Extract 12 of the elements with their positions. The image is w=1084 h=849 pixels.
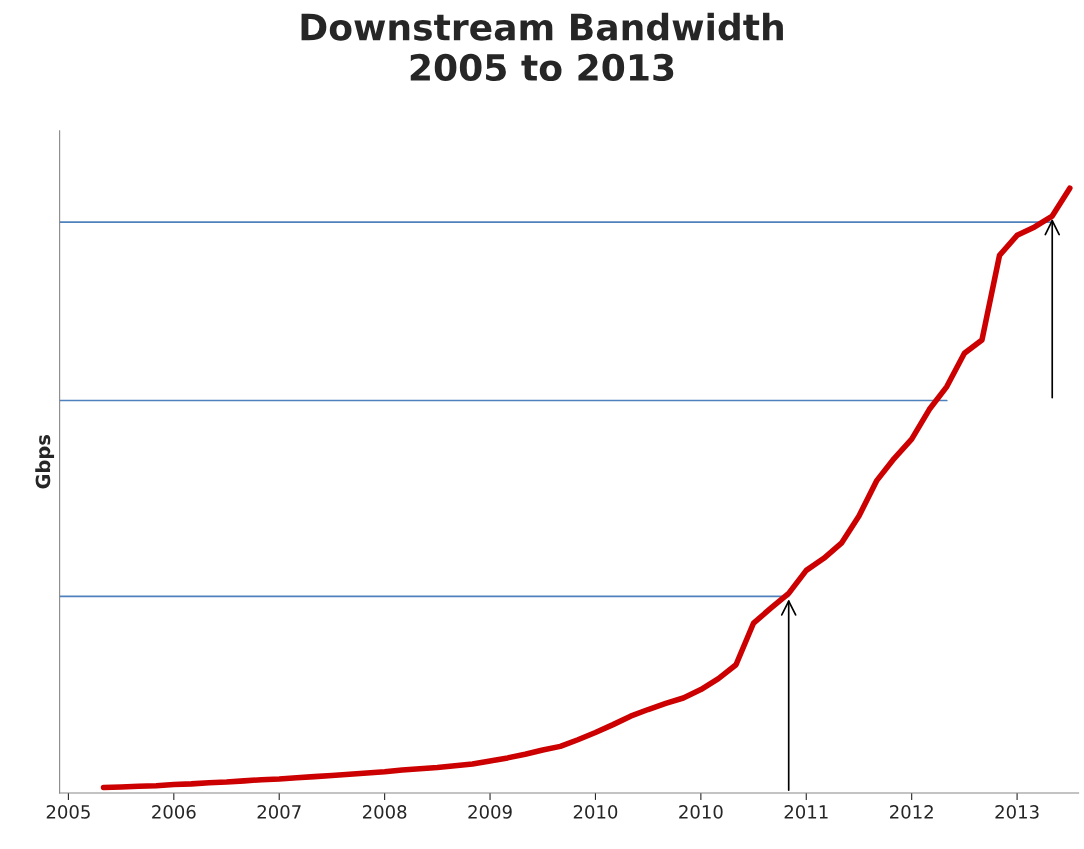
x-tick-label: 2010 [679, 805, 723, 819]
x-tick-label: 2006 [152, 805, 196, 819]
chart-title: Downstream Bandwidth 2005 to 2013 [301, 12, 783, 82]
x-tick-label: 2011 [784, 805, 828, 819]
x-tick-label: 2008 [362, 805, 407, 819]
x-tick-label: 2007 [257, 805, 301, 819]
x-tick-label: 2010 [573, 805, 618, 819]
x-tick-label: 2005 [46, 805, 90, 819]
y-axis-title: Gbps [35, 435, 55, 489]
x-tick-label: 2012 [890, 805, 933, 819]
x-tick-label: 2013 [995, 805, 1039, 819]
x-tick-label: 2009 [468, 805, 512, 819]
